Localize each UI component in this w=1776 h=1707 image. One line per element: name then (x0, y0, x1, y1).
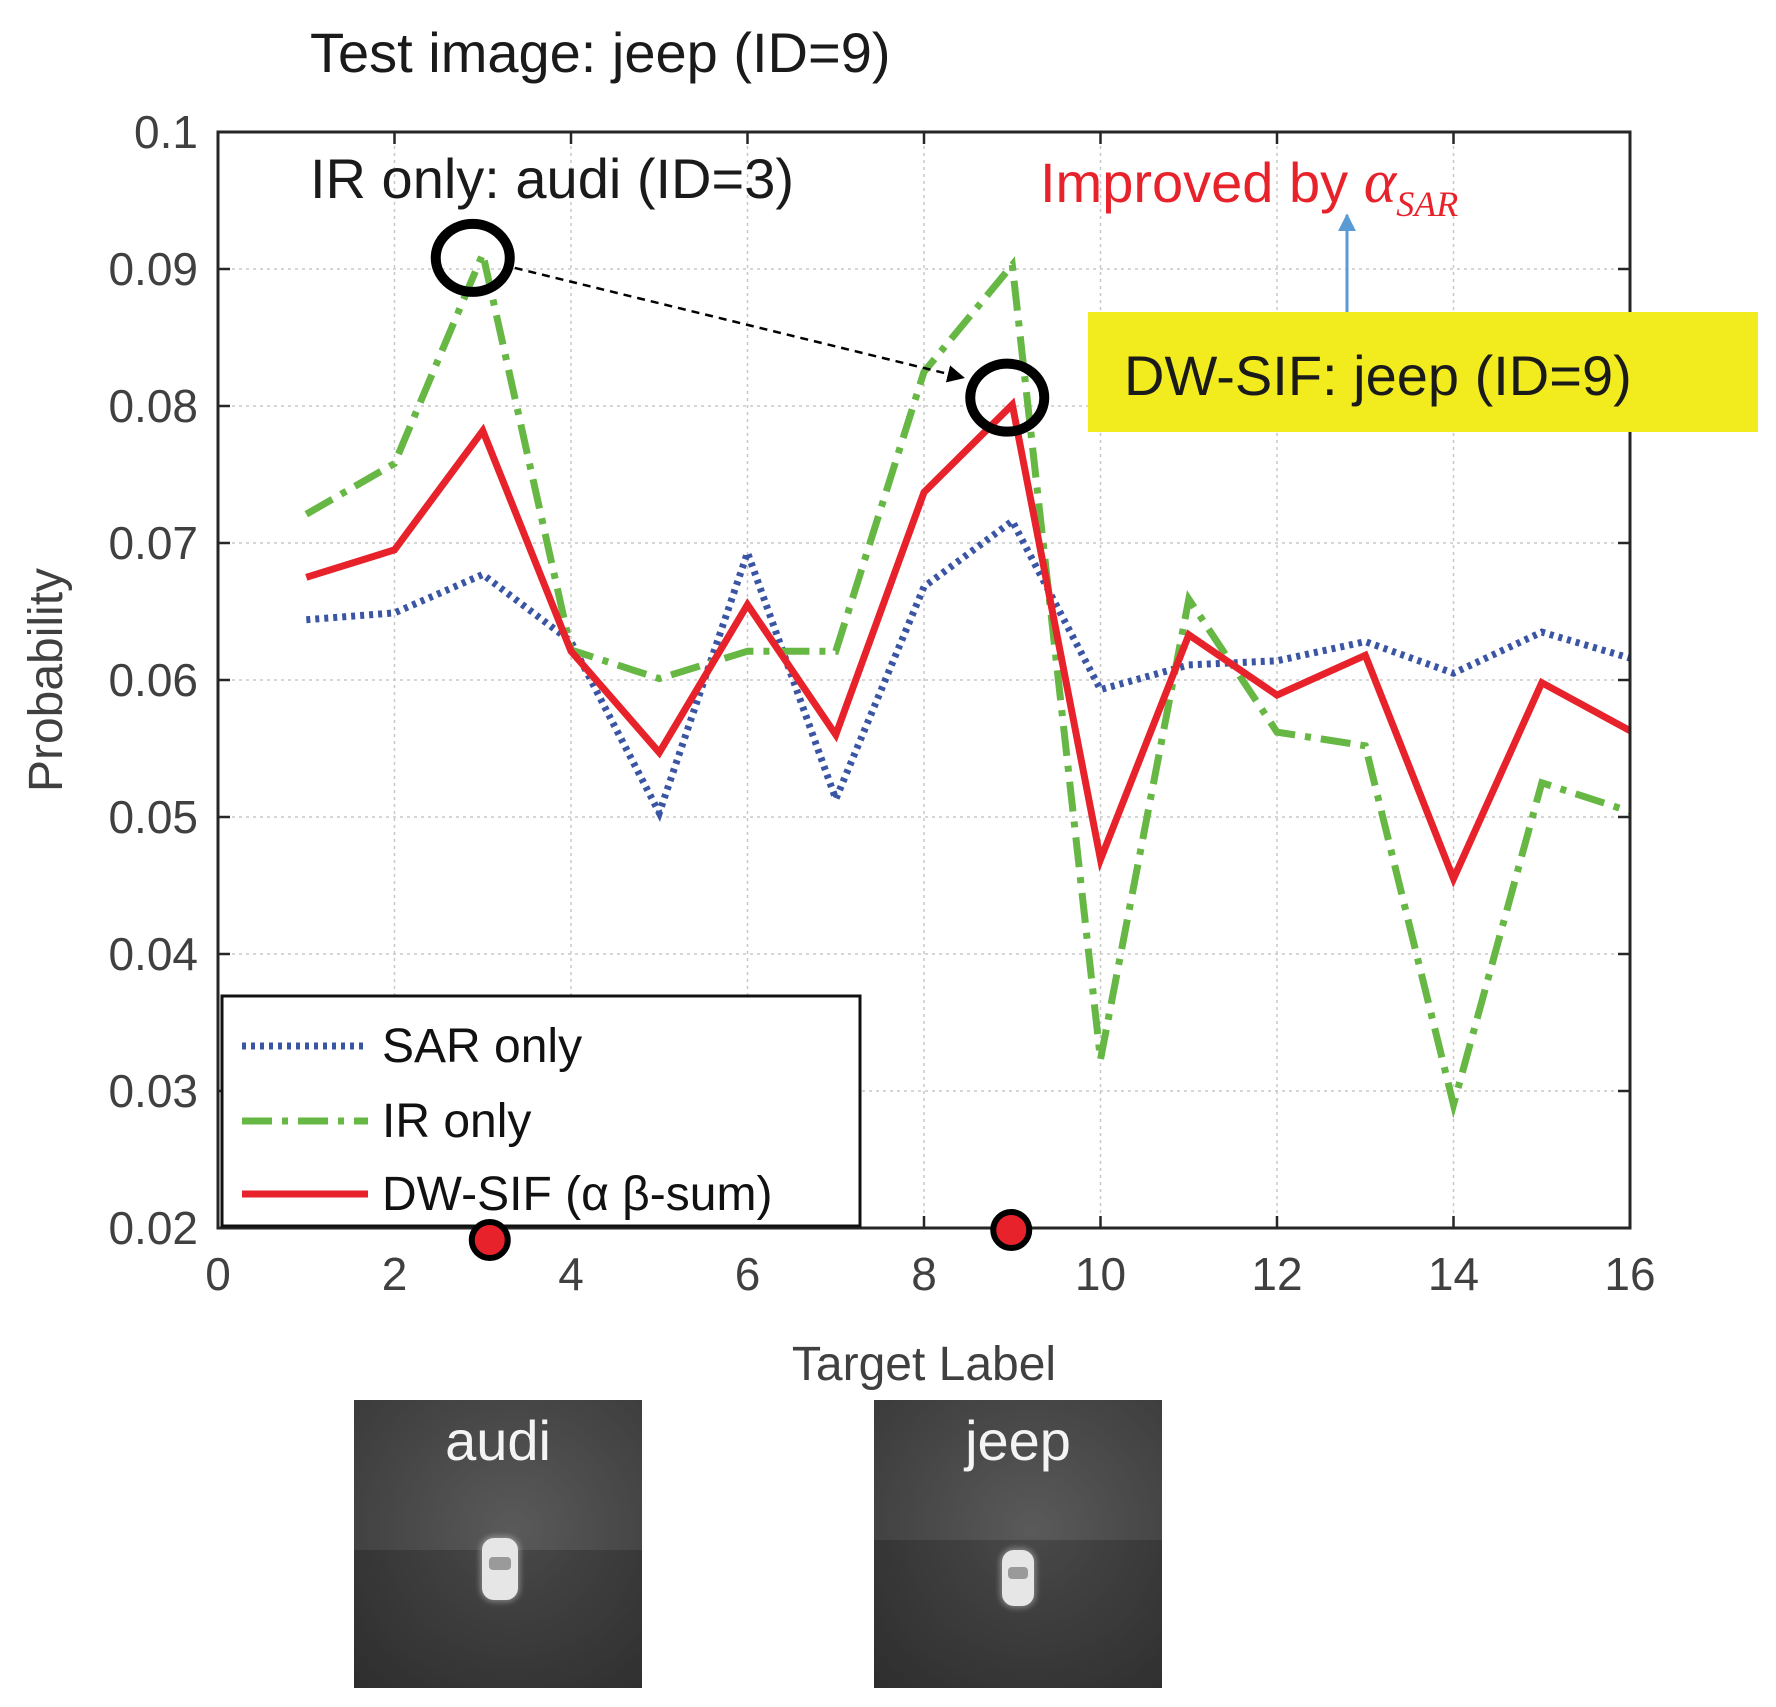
y-tick-label: 0.02 (108, 1202, 198, 1254)
y-tick-label: 0.06 (108, 654, 198, 706)
thumbnail-label-audi: audi (445, 1409, 551, 1472)
y-axis-label: Probability (20, 568, 73, 792)
series-line-ir (304, 242, 1632, 1119)
chart-title: Test image: jeep (ID=9) (310, 21, 890, 84)
alpha-symbol: α (1364, 148, 1398, 216)
y-tick-label: 0.04 (108, 928, 198, 980)
x-tick-label: 2 (382, 1248, 408, 1300)
dwsif-result-box (1088, 312, 1758, 432)
y-tick-label: 0.09 (108, 243, 198, 295)
thumbnail-audi: audi (354, 1400, 642, 1688)
improved-prefix: Improved by (1040, 151, 1364, 214)
x-tick-label: 4 (558, 1248, 584, 1300)
alpha-subscript: SAR (1396, 184, 1458, 224)
x-tick-label: 10 (1075, 1248, 1126, 1300)
x-axis-label: Target Label (792, 1338, 1056, 1391)
axis-markers (468, 1209, 1033, 1261)
legend: SAR only IR only DW-SIF (α β-sum) (220, 994, 862, 1228)
ir-only-result-annotation: IR only: audi (ID=3) (310, 147, 794, 210)
dwsif-result-annotation: DW-SIF: jeep (ID=9) (1124, 344, 1632, 407)
axis-marker-9 (990, 1209, 1033, 1251)
circled-points (430, 218, 1050, 437)
series-line-sar (306, 515, 1631, 822)
thumbnail-jeep: jeep (874, 1400, 1162, 1688)
dashed-arrow (514, 266, 965, 383)
x-tick-label: 6 (735, 1248, 761, 1300)
y-tick-label: 0.1 (134, 106, 198, 158)
thumbnail-label-jeep: jeep (965, 1409, 1071, 1472)
series-lines (304, 242, 1632, 1119)
circle-dwsif-peak (965, 358, 1050, 437)
circle-ir-only-peak (430, 218, 515, 297)
x-tick-label: 12 (1251, 1248, 1302, 1300)
y-tick-label: 0.05 (108, 791, 198, 843)
series-line-dw-sif (305, 397, 1632, 888)
legend-box (220, 994, 862, 1228)
y-tick-label: 0.07 (108, 517, 198, 569)
legend-label-ir: IR only (382, 1095, 531, 1148)
jeep-icon (1002, 1550, 1034, 1606)
legend-label-sar: SAR only (382, 1020, 582, 1073)
y-tick-label: 0.08 (108, 380, 198, 432)
car-icon (482, 1538, 518, 1600)
x-tick-label: 8 (911, 1248, 937, 1300)
y-tick-label: 0.03 (108, 1065, 198, 1117)
x-tick-label: 0 (205, 1248, 231, 1300)
axis-marker-3 (468, 1219, 511, 1261)
improved-by-annotation: Improved by αSAR (1040, 148, 1458, 224)
legend-label-dwsif: DW-SIF (α β-sum) (382, 1168, 772, 1221)
axis-ticks: 0 2 4 6 8 10 12 14 16 0.02 0.03 0.04 0.05 0.06 0.07 0.0… (108, 106, 1655, 1300)
x-tick-label: 16 (1604, 1248, 1655, 1300)
x-tick-label: 14 (1428, 1248, 1479, 1300)
